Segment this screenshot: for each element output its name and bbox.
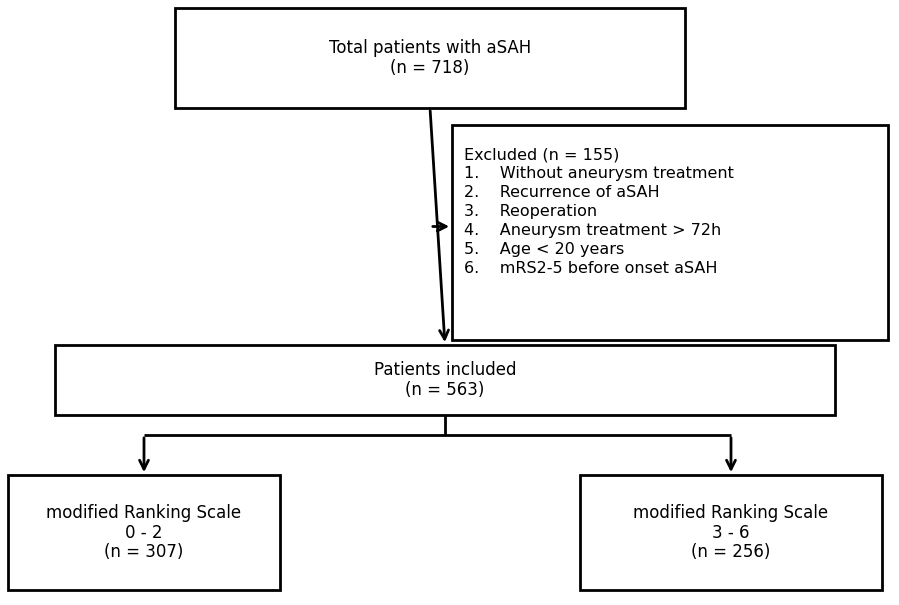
Text: 6.    mRS2-5 before onset aSAH: 6. mRS2-5 before onset aSAH — [464, 261, 717, 276]
Text: (n = 307): (n = 307) — [104, 543, 183, 561]
Bar — [55, 345, 835, 415]
Text: (n = 718): (n = 718) — [390, 59, 469, 77]
Text: modified Ranking Scale: modified Ranking Scale — [47, 505, 242, 522]
Bar — [580, 475, 882, 590]
Text: Excluded (n = 155): Excluded (n = 155) — [464, 147, 619, 162]
Text: 3.    Reoperation: 3. Reoperation — [464, 204, 597, 219]
Text: (n = 256): (n = 256) — [691, 543, 770, 561]
Text: 4.    Aneurysm treatment > 72h: 4. Aneurysm treatment > 72h — [464, 223, 721, 238]
Text: Total patients with aSAH: Total patients with aSAH — [329, 39, 531, 57]
Text: 2.    Recurrence of aSAH: 2. Recurrence of aSAH — [464, 185, 660, 200]
Text: 0 - 2: 0 - 2 — [125, 523, 163, 541]
Text: modified Ranking Scale: modified Ranking Scale — [634, 505, 829, 522]
Bar — [8, 475, 280, 590]
Bar — [452, 125, 888, 340]
Text: 5.    Age < 20 years: 5. Age < 20 years — [464, 242, 624, 257]
Text: 3 - 6: 3 - 6 — [712, 523, 750, 541]
Text: Patients included: Patients included — [374, 361, 516, 379]
Bar — [175, 8, 685, 108]
Text: (n = 563): (n = 563) — [405, 381, 485, 399]
Text: 1.    Without aneurysm treatment: 1. Without aneurysm treatment — [464, 166, 734, 181]
